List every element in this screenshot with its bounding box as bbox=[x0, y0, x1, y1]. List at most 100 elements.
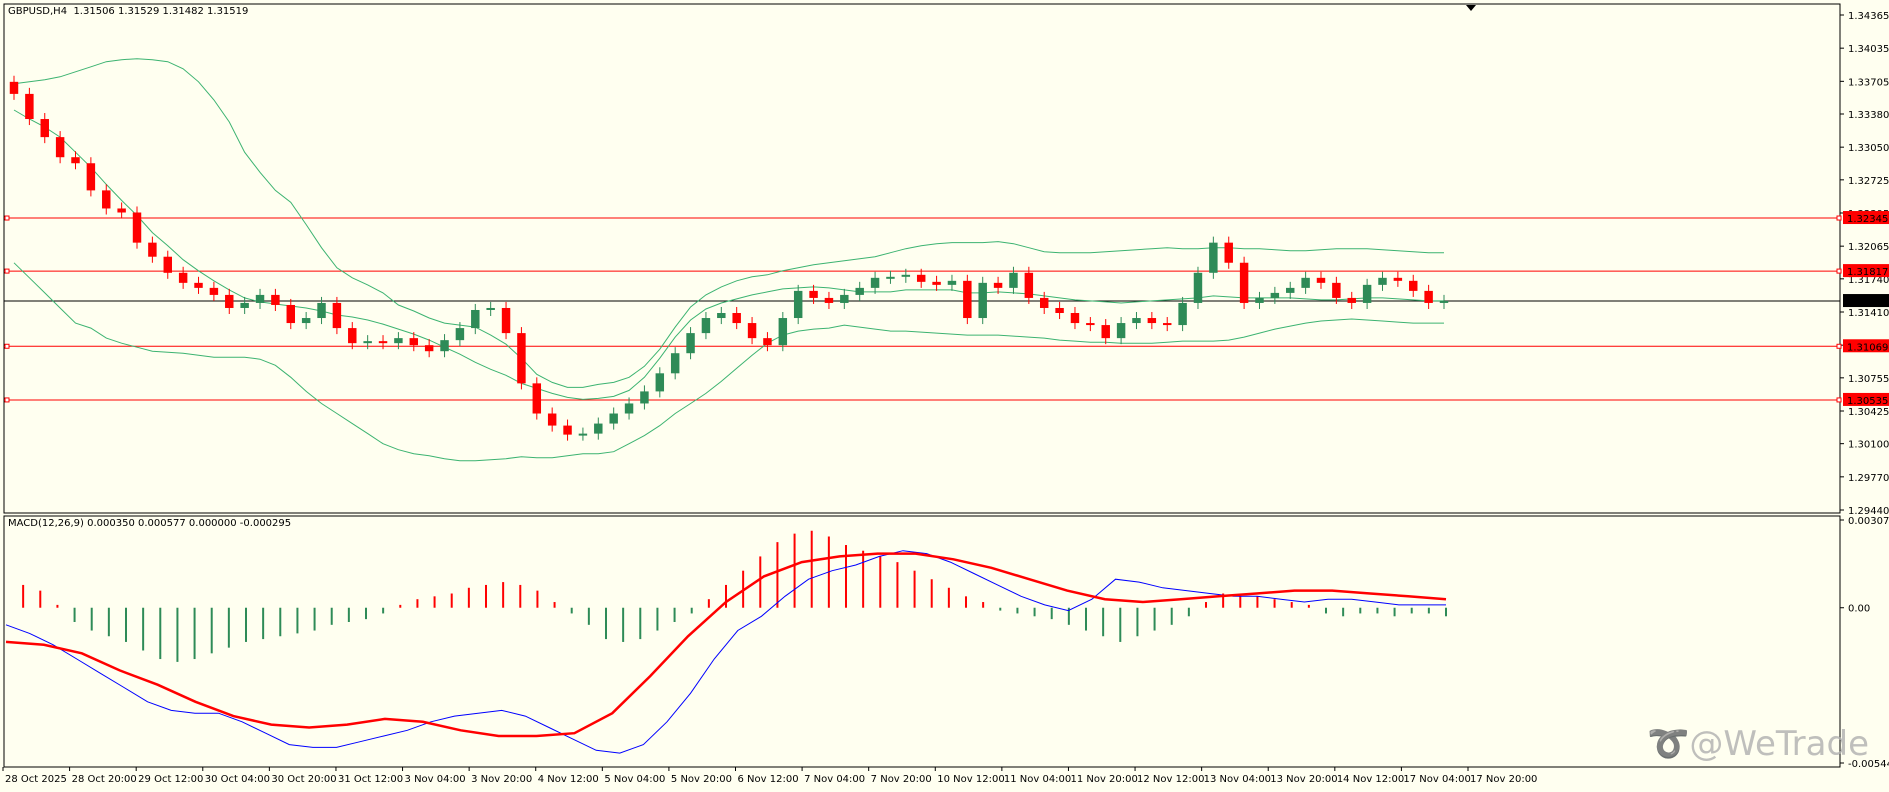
level-anchor-right bbox=[1836, 215, 1842, 221]
macd-line bbox=[5, 550, 1446, 754]
candle-body bbox=[855, 287, 864, 295]
y-tick-label: 1.34365 bbox=[1848, 11, 1889, 22]
candle-body bbox=[40, 119, 49, 138]
candle bbox=[40, 112, 49, 144]
candle bbox=[471, 303, 480, 335]
candle bbox=[1239, 256, 1249, 309]
candle-body bbox=[1409, 280, 1418, 291]
candle-body bbox=[1024, 272, 1034, 298]
candle bbox=[163, 250, 172, 279]
candle bbox=[132, 206, 142, 249]
candle-body bbox=[547, 413, 557, 426]
candle-body bbox=[1009, 272, 1018, 288]
candle-body bbox=[993, 282, 1003, 288]
candle bbox=[1347, 291, 1356, 309]
price-pane-border bbox=[3, 3, 1841, 514]
candle bbox=[793, 284, 803, 325]
candle bbox=[717, 306, 726, 325]
candle bbox=[1132, 312, 1141, 330]
level-price-tag bbox=[1843, 211, 1889, 225]
level-price-label: 1.31069 bbox=[1847, 342, 1888, 353]
candle-body bbox=[763, 338, 772, 346]
candle-body bbox=[747, 323, 757, 339]
x-tick-label: 11 Nov 20:00 bbox=[1070, 774, 1137, 785]
candle-body bbox=[778, 318, 788, 346]
candle bbox=[148, 236, 157, 263]
candle-body bbox=[670, 353, 680, 374]
candle-body bbox=[1209, 242, 1218, 273]
candle bbox=[378, 335, 388, 350]
candle-body bbox=[1362, 284, 1372, 303]
candle-body bbox=[1239, 262, 1249, 303]
candle-body bbox=[1393, 277, 1403, 281]
candle bbox=[1439, 294, 1449, 309]
bollinger-lower-band bbox=[13, 262, 1444, 462]
y-tick-label: 1.31740 bbox=[1848, 275, 1889, 286]
candle bbox=[1270, 286, 1280, 304]
candle bbox=[1178, 296, 1187, 332]
x-tick-label: 12 Nov 12:00 bbox=[1137, 774, 1204, 785]
wetrade-watermark: ➰@WeTrade bbox=[1647, 724, 1869, 764]
macd-y-tick-label: 0.00 bbox=[1848, 604, 1870, 615]
candle bbox=[840, 288, 849, 309]
candle-body bbox=[55, 137, 65, 158]
y-tick-label: 1.30755 bbox=[1848, 374, 1889, 385]
level-price-label: 1.30535 bbox=[1847, 396, 1888, 407]
candle-body bbox=[209, 287, 219, 295]
candle-body bbox=[624, 403, 634, 414]
candle-body bbox=[717, 313, 726, 319]
candle-body bbox=[424, 345, 434, 352]
level-anchor-left bbox=[4, 268, 10, 274]
candle bbox=[1255, 291, 1264, 309]
candle-body bbox=[1439, 300, 1449, 303]
level-price-tag bbox=[1843, 264, 1889, 278]
x-tick-label: 17 Nov 04:00 bbox=[1403, 774, 1470, 785]
candle bbox=[1070, 306, 1080, 330]
candle-body bbox=[71, 157, 80, 164]
candle bbox=[240, 296, 249, 315]
y-tick-label: 1.33705 bbox=[1848, 77, 1889, 88]
x-tick-label: 28 Oct 20:00 bbox=[72, 774, 137, 785]
candle-body bbox=[348, 328, 357, 344]
candle-body bbox=[1070, 313, 1080, 324]
candle bbox=[25, 87, 34, 126]
candle bbox=[317, 296, 326, 325]
candle bbox=[102, 184, 111, 215]
x-tick-label: 4 Nov 12:00 bbox=[538, 774, 599, 785]
candle-body bbox=[163, 256, 172, 273]
candle bbox=[809, 284, 818, 304]
candle bbox=[1424, 284, 1433, 309]
candle bbox=[1393, 271, 1403, 287]
candle bbox=[855, 281, 864, 301]
candle bbox=[1362, 278, 1372, 309]
x-tick-label: 30 Oct 20:00 bbox=[271, 774, 336, 785]
candle-body bbox=[1116, 323, 1126, 339]
symbol-header: GBPUSD,H4 1.31506 1.31529 1.31482 1.3151… bbox=[8, 6, 249, 17]
candle bbox=[547, 407, 557, 432]
candle bbox=[993, 276, 1003, 294]
x-tick-label: 14 Nov 12:00 bbox=[1337, 774, 1404, 785]
y-tick-label: 1.29770 bbox=[1848, 473, 1889, 484]
y-tick-label: 1.33380 bbox=[1848, 110, 1889, 121]
candle bbox=[1147, 312, 1157, 330]
y-tick-label: 1.32065 bbox=[1848, 242, 1889, 253]
candle-body bbox=[1332, 282, 1341, 298]
candle bbox=[932, 275, 941, 291]
candle bbox=[1101, 319, 1110, 345]
macd-header: MACD(12,26,9) 0.000350 0.000577 0.000000… bbox=[8, 518, 292, 529]
candle-body bbox=[578, 433, 588, 436]
candle bbox=[71, 151, 80, 170]
current-price-tag bbox=[1843, 294, 1889, 308]
y-tick-label: 1.30425 bbox=[1848, 407, 1889, 418]
level-price-tag bbox=[1843, 392, 1889, 406]
candle-body bbox=[1424, 290, 1433, 303]
candle-body bbox=[409, 338, 419, 346]
chart-shift-marker bbox=[1466, 5, 1476, 11]
candle bbox=[578, 427, 588, 441]
candle-body bbox=[563, 425, 572, 435]
candle-body bbox=[117, 208, 126, 213]
candle-body bbox=[455, 328, 465, 341]
x-tick-label: 30 Oct 04:00 bbox=[205, 774, 270, 785]
